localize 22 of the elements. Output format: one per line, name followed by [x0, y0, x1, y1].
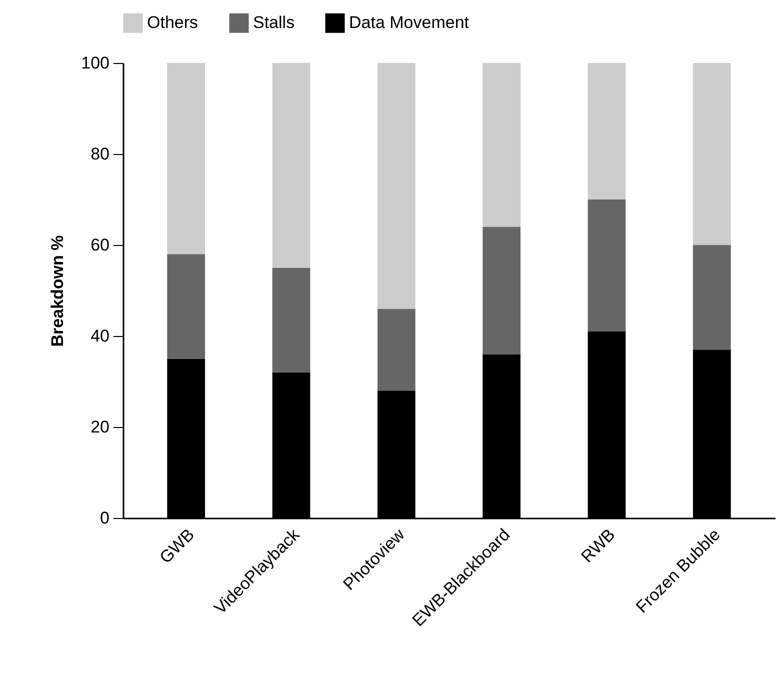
bar [167, 254, 206, 359]
legend-label: Stalls [253, 13, 295, 32]
bar [482, 63, 521, 227]
y-tick-label: 20 [90, 418, 110, 436]
legend-label: Data Movement [349, 13, 470, 32]
y-tick-label: 100 [81, 54, 110, 72]
bar [692, 245, 731, 350]
bar [482, 226, 521, 354]
bar [692, 63, 731, 245]
bar [272, 268, 310, 372]
bar [377, 63, 416, 309]
bar [377, 308, 416, 391]
legend-label: Others [147, 13, 198, 32]
bar [272, 63, 310, 268]
y-tick-label: 80 [90, 144, 110, 164]
y-tick-label: 60 [90, 236, 110, 254]
bar [167, 63, 206, 254]
bar [588, 63, 626, 200]
y-axis-title: Breakdown % [48, 235, 68, 347]
y-tick-label: 0 [100, 508, 110, 528]
y-tick-label: 40 [90, 326, 110, 346]
bar [588, 200, 626, 332]
